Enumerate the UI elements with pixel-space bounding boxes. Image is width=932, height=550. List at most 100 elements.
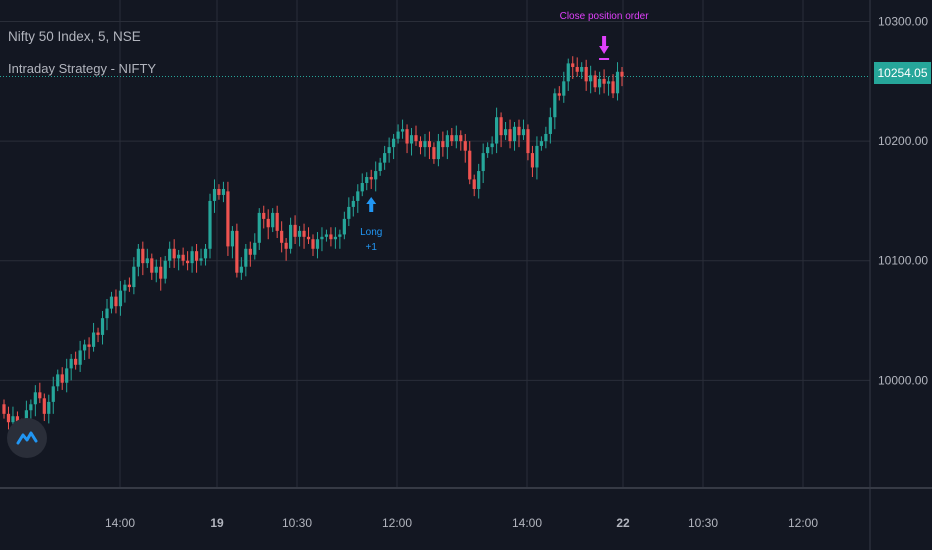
candle-body [539,141,543,146]
candle [374,161,378,192]
candle [472,174,476,197]
candle-body [503,129,508,136]
candle [602,69,606,94]
candle [365,172,369,191]
candle [91,322,96,352]
candle-body [145,258,149,264]
candle-body [374,171,378,180]
candle-body [127,284,131,288]
candle-body [168,248,172,261]
candle [172,239,176,268]
candle-body [280,230,284,243]
candle [109,291,114,314]
candle-body [177,254,181,259]
candle [114,289,118,314]
symbol-title: Nifty 50 Index, 5, NSE [8,29,141,44]
candle [87,337,91,359]
candle [208,193,212,259]
candle [396,124,400,144]
last-price-tag: 10254.05 [874,62,931,84]
candle [615,62,620,101]
candle-body [584,66,588,82]
tradingview-cloud-icon [16,431,38,445]
candle [530,145,535,178]
candle-body [324,234,329,237]
candle [454,125,458,149]
candle [490,136,494,155]
candle-body [589,75,593,82]
x-tick-label: 10:30 [688,516,718,530]
candle-body [615,71,620,94]
candle [441,131,445,157]
candle [620,66,624,87]
candle [387,137,391,163]
candle [51,376,55,414]
candle [414,125,418,146]
candle [517,119,521,148]
candle-body [544,133,548,142]
candle-body [136,248,140,267]
candle-body [557,93,561,96]
candle [105,299,109,331]
candle [562,71,566,103]
candle [154,259,158,283]
candle [177,249,181,271]
candle [324,229,329,242]
x-tick-label: 14:00 [105,516,135,530]
candle-body [392,138,396,148]
candle-body [369,177,373,180]
candle [575,57,579,77]
candle-body [427,141,432,148]
candle-body [499,117,503,136]
candle-body [423,141,427,148]
candle [289,217,293,254]
candle-body [199,258,203,261]
candle [56,369,60,392]
candle-body [118,290,123,307]
candle [450,127,454,146]
candle [405,124,409,154]
tradingview-logo[interactable] [7,418,47,458]
candle-body [383,153,387,163]
x-tick-label: 10:30 [282,516,312,530]
candle [29,399,33,420]
candle-body [432,147,436,160]
candle-body [297,230,302,237]
candle [611,74,615,99]
candle [584,59,588,91]
candle [150,253,154,280]
candle-body [186,260,190,264]
candle [163,255,167,284]
candle-body [38,392,42,399]
candle [168,241,172,268]
candle-body [454,135,458,142]
candle-body [6,413,11,423]
candle-body [508,129,512,142]
candle-body [109,296,114,309]
y-tick-label: 10000.00 [878,373,928,387]
candle-body [521,129,526,136]
candle [315,232,320,259]
candle [199,248,203,266]
candle [194,244,199,273]
candle [535,136,539,180]
candle [69,354,73,381]
candle-body [56,374,60,387]
candle-body [405,129,409,144]
candle-body [91,332,96,347]
candle [181,247,185,266]
candle-body [217,188,221,195]
candle [280,221,284,253]
candle-body [253,242,257,255]
candle [145,248,149,268]
candle [221,181,226,203]
candle [65,358,69,393]
chart-header: Nifty 50 Index, 5, NSE Intraday Strategy… [8,28,156,92]
candle [271,208,275,233]
candle-body [620,71,624,77]
x-tick-label: 12:00 [382,516,412,530]
candle-body [463,141,467,151]
candle-body [114,296,118,307]
